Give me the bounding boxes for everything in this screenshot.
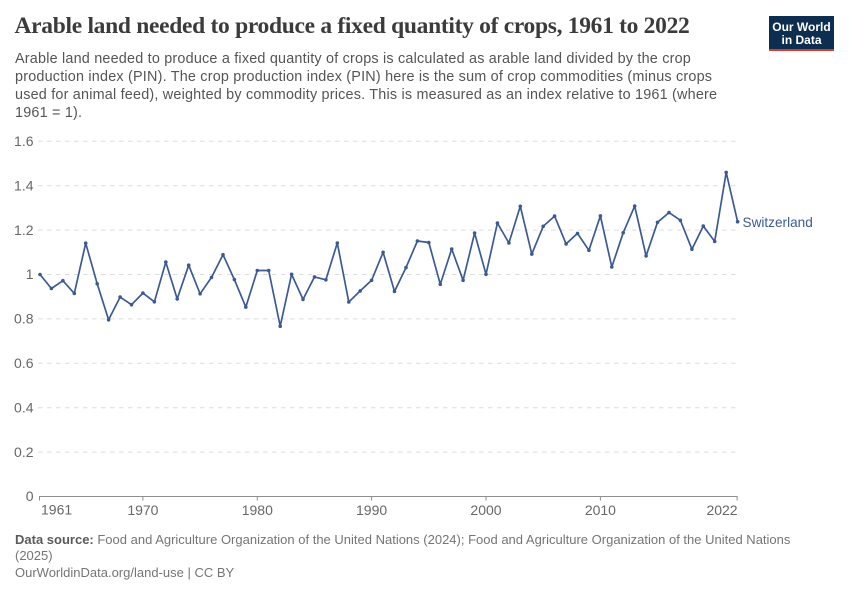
- svg-text:1961: 1961: [41, 502, 72, 518]
- svg-text:1980: 1980: [242, 502, 273, 518]
- svg-text:Switzerland: Switzerland: [743, 215, 813, 230]
- svg-text:1.6: 1.6: [14, 133, 34, 149]
- svg-text:0.4: 0.4: [14, 399, 34, 415]
- svg-text:1990: 1990: [356, 502, 387, 518]
- svg-text:1: 1: [26, 266, 34, 282]
- svg-text:2022: 2022: [706, 502, 737, 518]
- svg-text:0.2: 0.2: [14, 444, 34, 460]
- svg-text:1.4: 1.4: [14, 177, 34, 193]
- svg-text:1970: 1970: [127, 502, 158, 518]
- svg-text:0.8: 0.8: [14, 311, 34, 327]
- svg-text:2010: 2010: [585, 502, 616, 518]
- svg-text:0.6: 0.6: [14, 355, 34, 371]
- svg-text:1.2: 1.2: [14, 222, 34, 238]
- svg-text:0: 0: [26, 488, 34, 504]
- svg-text:2000: 2000: [470, 502, 501, 518]
